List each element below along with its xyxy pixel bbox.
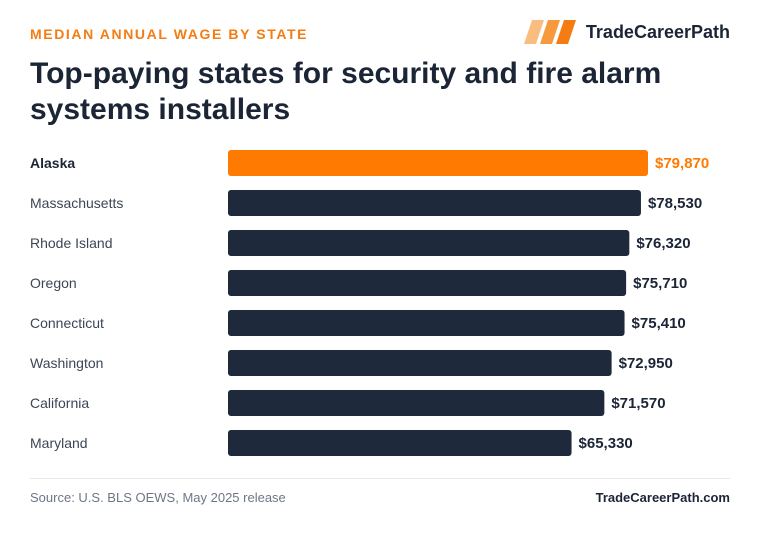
footer-brand-link[interactable]: TradeCareerPath.com	[595, 490, 730, 505]
value-label: $65,330	[579, 435, 633, 452]
source-note: Source: U.S. BLS OEWS, May 2025 release	[30, 490, 286, 505]
category-label: Massachusetts	[30, 195, 123, 211]
bar	[228, 150, 648, 176]
category-label: California	[30, 395, 89, 411]
value-label: $78,530	[648, 195, 702, 212]
category-label: Connecticut	[30, 315, 104, 331]
value-label: $76,320	[636, 235, 690, 252]
category-label: Alaska	[30, 155, 75, 171]
bar	[228, 390, 605, 416]
bar	[228, 270, 627, 296]
value-label: $72,950	[619, 355, 673, 372]
footer-divider	[30, 478, 730, 479]
bar	[228, 230, 630, 256]
bar	[228, 310, 625, 336]
category-label: Oregon	[30, 275, 77, 291]
value-label: $75,410	[632, 315, 686, 332]
bar-chart: Alaska $79,870 Massachusetts $78,530 Rhode I…	[30, 150, 709, 456]
slanted-stripes-logo-icon	[523, 20, 576, 44]
kicker: MEDIAN ANNUAL WAGE BY STATE	[30, 26, 309, 42]
bar	[228, 190, 641, 216]
brand-name: TradeCareerPath	[585, 21, 730, 42]
value-label: $79,870	[655, 155, 709, 172]
category-label: Maryland	[30, 435, 88, 451]
category-label: Rhode Island	[30, 235, 113, 251]
value-label: $75,710	[633, 275, 687, 292]
bar	[228, 350, 612, 376]
brand-logo[interactable]: TradeCareerPath	[523, 20, 730, 44]
bar	[228, 430, 572, 456]
chart-title: Top-paying states for security and fire …	[30, 57, 662, 126]
value-label: $71,570	[611, 395, 665, 412]
category-label: Washington	[30, 355, 103, 371]
